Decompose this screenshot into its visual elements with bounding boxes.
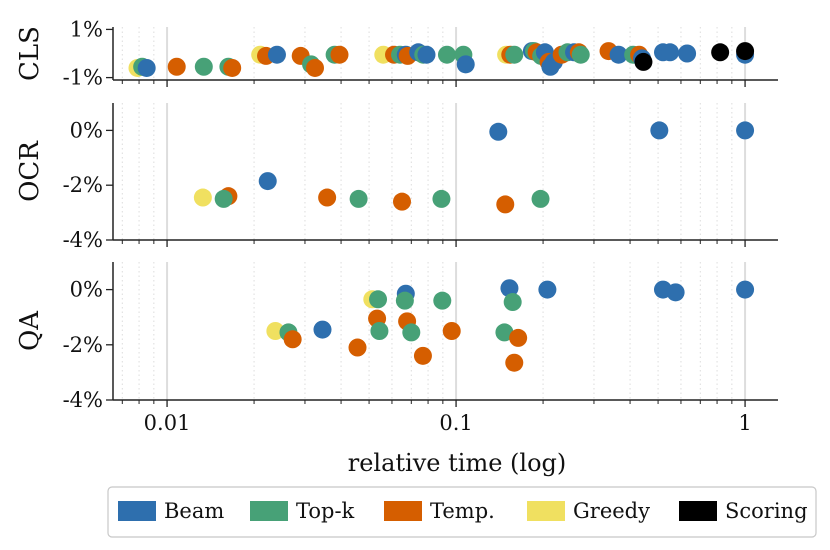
point-topk xyxy=(505,45,524,64)
point-temp xyxy=(330,45,349,64)
point-beam xyxy=(500,279,519,298)
point-beam xyxy=(313,320,332,339)
x-tick-label: 1 xyxy=(738,411,751,435)
point-temp xyxy=(442,322,461,340)
point-scoring xyxy=(634,52,653,71)
point-beam xyxy=(678,44,697,63)
point-topk xyxy=(402,323,421,342)
point-temp xyxy=(348,338,367,357)
y-tick-label: -4% xyxy=(63,388,103,412)
legend: Beam Top-k Temp. Greedy Scoring xyxy=(107,486,817,538)
point-topk xyxy=(432,189,451,208)
x-axis: 0.01 0.1 1 xyxy=(144,411,752,435)
x-tick-label: 0.1 xyxy=(439,411,472,435)
point-topk xyxy=(571,45,590,64)
point-temp xyxy=(413,346,432,365)
point-topk xyxy=(531,189,550,208)
legend-swatch-greedy xyxy=(527,501,565,521)
point-scoring xyxy=(736,42,755,61)
point-temp xyxy=(167,57,186,76)
panel-label: CLS xyxy=(15,26,45,81)
point-topk xyxy=(437,45,456,64)
point-temp xyxy=(496,195,515,214)
point-temp xyxy=(505,353,524,372)
point-topk xyxy=(369,290,388,309)
y-tick-label: 1% xyxy=(70,17,103,41)
point-beam xyxy=(661,43,680,62)
point-scoring xyxy=(711,43,730,62)
point-beam xyxy=(736,121,755,140)
point-beam xyxy=(650,121,669,140)
point-beam xyxy=(258,172,277,191)
panel-label: QA xyxy=(15,310,45,351)
panel-qa: 0% -2% -4% QA xyxy=(15,262,778,412)
point-beam xyxy=(666,283,685,302)
point-beam xyxy=(137,58,156,77)
y-tick-label: -4% xyxy=(63,228,103,252)
legend-label-scoring: Scoring xyxy=(725,499,808,523)
legend-swatch-temp xyxy=(384,501,422,521)
x-tick-label: 0.01 xyxy=(144,411,191,435)
point-topk xyxy=(495,323,514,342)
legend-swatch-beam xyxy=(118,501,156,521)
point-topk xyxy=(503,293,522,312)
point-greedy xyxy=(193,188,212,207)
point-topk xyxy=(214,189,233,208)
legend-swatch-topk xyxy=(250,501,288,521)
panel-label: OCR xyxy=(15,140,45,202)
y-tick-label: -2% xyxy=(63,333,103,357)
y-tick-label: -1% xyxy=(63,66,103,90)
panels: 1% -1% CLS 0% -2% -4% OCR 0% -2% -4% QA xyxy=(15,17,778,412)
point-topk xyxy=(194,57,213,76)
point-beam xyxy=(538,280,557,299)
point-topk xyxy=(395,291,414,310)
panel-ocr: 0% -2% -4% OCR xyxy=(15,103,778,252)
point-beam xyxy=(489,122,508,141)
legend-label-greedy: Greedy xyxy=(573,499,650,523)
point-temp xyxy=(393,192,412,211)
point-greedy xyxy=(266,322,285,340)
point-topk xyxy=(433,291,452,310)
point-temp xyxy=(509,328,528,347)
point-temp xyxy=(283,330,302,349)
y-tick-label: 0% xyxy=(70,118,103,142)
point-temp xyxy=(318,188,337,207)
point-beam xyxy=(736,280,755,299)
point-beam xyxy=(456,55,475,74)
point-beam xyxy=(267,45,286,64)
point-topk xyxy=(370,322,389,340)
legend-frame xyxy=(107,486,817,538)
point-beam xyxy=(417,45,436,64)
y-tick-label: 0% xyxy=(70,278,103,302)
x-axis-title: relative time (log) xyxy=(348,449,567,477)
point-temp xyxy=(306,58,325,77)
legend-swatch-scoring xyxy=(679,501,717,521)
point-topk xyxy=(349,189,368,208)
panel-cls: 1% -1% CLS xyxy=(15,17,778,90)
point-temp xyxy=(223,58,242,77)
y-tick-label: -2% xyxy=(63,173,103,197)
legend-label-topk: Top-k xyxy=(296,499,355,523)
legend-label-temp: Temp. xyxy=(430,499,495,523)
legend-label-beam: Beam xyxy=(164,499,224,523)
point-beam xyxy=(609,45,628,64)
